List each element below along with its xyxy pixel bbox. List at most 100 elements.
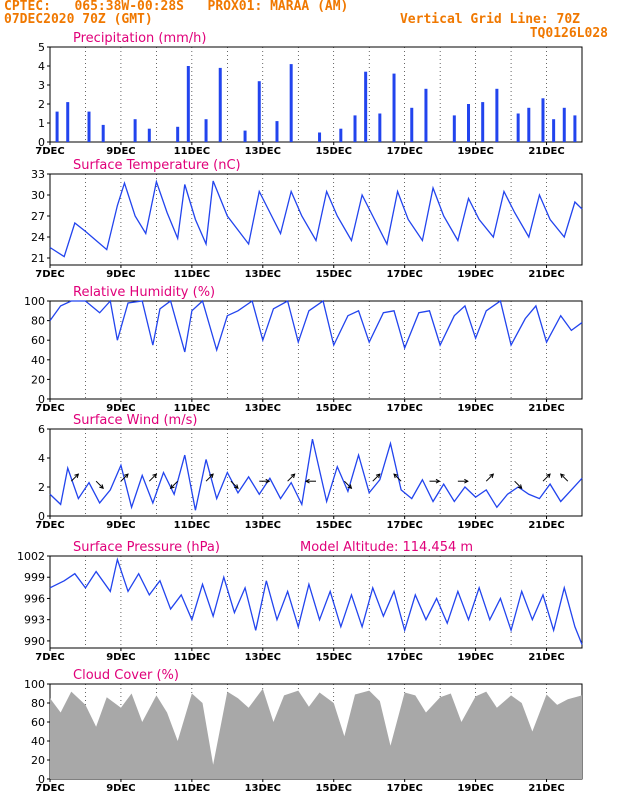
x-tick-label: 19DEC <box>457 269 493 280</box>
y-tick-label: 27 <box>31 210 45 223</box>
header-model-id: TQ0126L028 <box>529 26 608 41</box>
panel-title: Surface Temperature (nC) <box>73 158 241 173</box>
x-tick-label: 15DEC <box>316 783 352 794</box>
wind-arrow-head <box>124 473 129 479</box>
x-tick-label: 13DEC <box>245 403 281 414</box>
x-tick-label: 19DEC <box>457 146 493 157</box>
x-tick-label: 11DEC <box>174 269 210 280</box>
y-tick-label: 0 <box>38 136 45 149</box>
wind-arrow-head <box>290 473 296 479</box>
x-tick-label: 17DEC <box>386 652 422 663</box>
panel-title: Relative Humidity (%) <box>73 285 215 300</box>
wind-arrow-head <box>517 484 523 490</box>
y-tick-label: 24 <box>31 231 45 244</box>
y-tick-label: 990 <box>24 635 45 648</box>
x-tick-label: 21DEC <box>528 403 564 414</box>
y-tick-label: 30 <box>31 189 45 202</box>
precip-bar <box>147 128 151 142</box>
y-tick-label: 0 <box>38 773 45 786</box>
wind-arrow-head <box>546 473 551 479</box>
precip-bar <box>176 126 180 142</box>
header-run-date: 07DEC2020 70Z (GMT) <box>4 12 153 27</box>
wind-arrow-head <box>489 473 495 479</box>
wind-arrow <box>120 473 129 482</box>
precip-bar <box>353 115 357 142</box>
wind-arrow <box>560 473 569 482</box>
precip-bar <box>516 113 520 142</box>
wind-arrow <box>344 480 352 489</box>
y-tick-label: 60 <box>31 716 45 729</box>
x-tick-label: 15DEC <box>316 269 352 280</box>
x-tick-label: 13DEC <box>245 146 281 157</box>
precip-bar <box>186 66 190 142</box>
y-tick-label: 999 <box>24 571 45 584</box>
wind-arrow <box>70 473 79 482</box>
x-tick-label: 11DEC <box>174 652 210 663</box>
x-tick-label: 11DEC <box>174 403 210 414</box>
x-tick-label: 21DEC <box>528 520 564 531</box>
x-tick-label: 19DEC <box>457 783 493 794</box>
precip-bar <box>452 115 456 142</box>
cloud-cover-area <box>50 688 582 779</box>
y-tick-label: 40 <box>31 735 45 748</box>
x-tick-label: 7DEC <box>35 269 64 280</box>
y-tick-label: 20 <box>31 373 45 386</box>
precip-bar <box>562 107 566 142</box>
precip-bar <box>364 71 368 142</box>
x-tick-label: 7DEC <box>35 652 64 663</box>
x-tick-label: 17DEC <box>386 269 422 280</box>
panel-title: Precipitation (mm/h) <box>73 31 206 46</box>
series-line <box>49 299 583 353</box>
y-tick-label: 0 <box>38 510 45 523</box>
panel-title: Cloud Cover (%) <box>73 668 179 683</box>
x-tick-label: 13DEC <box>245 783 281 794</box>
x-tick-label: 17DEC <box>386 783 422 794</box>
panel-frame <box>49 173 583 266</box>
wind-arrow <box>205 473 214 482</box>
x-tick-label: 7DEC <box>35 403 64 414</box>
x-tick-label: 11DEC <box>174 146 210 157</box>
y-tick-label: 0 <box>38 393 45 406</box>
wind-arrow <box>170 480 179 489</box>
x-tick-label: 13DEC <box>245 652 281 663</box>
x-tick-label: 13DEC <box>245 269 281 280</box>
precip-bar <box>467 104 471 142</box>
precip-bar <box>378 113 382 142</box>
wind-arrow-head <box>152 473 158 479</box>
wind-arrow-head <box>169 484 175 490</box>
panel-frame <box>49 46 583 143</box>
y-tick-label: 100 <box>24 295 45 308</box>
y-tick-label: 100 <box>24 678 45 691</box>
y-tick-label: 33 <box>31 168 45 181</box>
x-tick-label: 15DEC <box>316 520 352 531</box>
x-tick-label: 19DEC <box>457 403 493 414</box>
wind-arrow-head <box>435 478 441 484</box>
precip-bar <box>410 107 414 142</box>
x-tick-label: 21DEC <box>528 146 564 157</box>
precip-bar <box>495 88 499 142</box>
precip-bar <box>318 132 322 142</box>
wind-arrow <box>514 480 523 489</box>
precip-bar <box>573 115 577 142</box>
x-tick-label: 9DEC <box>106 783 135 794</box>
y-tick-label: 2 <box>38 481 45 494</box>
panel-subtitle: Model Altitude: 114.454 m <box>300 540 473 555</box>
precip-bar <box>243 130 247 142</box>
y-tick-label: 3 <box>38 79 45 92</box>
precip-bar <box>392 73 396 142</box>
y-tick-label: 5 <box>38 41 45 54</box>
x-tick-label: 19DEC <box>457 520 493 531</box>
precip-bar <box>481 102 485 142</box>
precip-bar <box>424 88 428 142</box>
wind-arrow-head <box>233 484 239 490</box>
y-tick-label: 4 <box>38 452 45 465</box>
y-tick-label: 40 <box>31 354 45 367</box>
precip-bar <box>133 119 137 142</box>
y-tick-label: 1 <box>38 117 45 130</box>
x-tick-label: 11DEC <box>174 783 210 794</box>
precip-bar <box>55 111 59 142</box>
precip-bar <box>541 98 545 142</box>
x-tick-label: 9DEC <box>106 269 135 280</box>
panel-title: Surface Pressure (hPa) <box>73 540 220 555</box>
y-tick-label: 80 <box>31 315 45 328</box>
